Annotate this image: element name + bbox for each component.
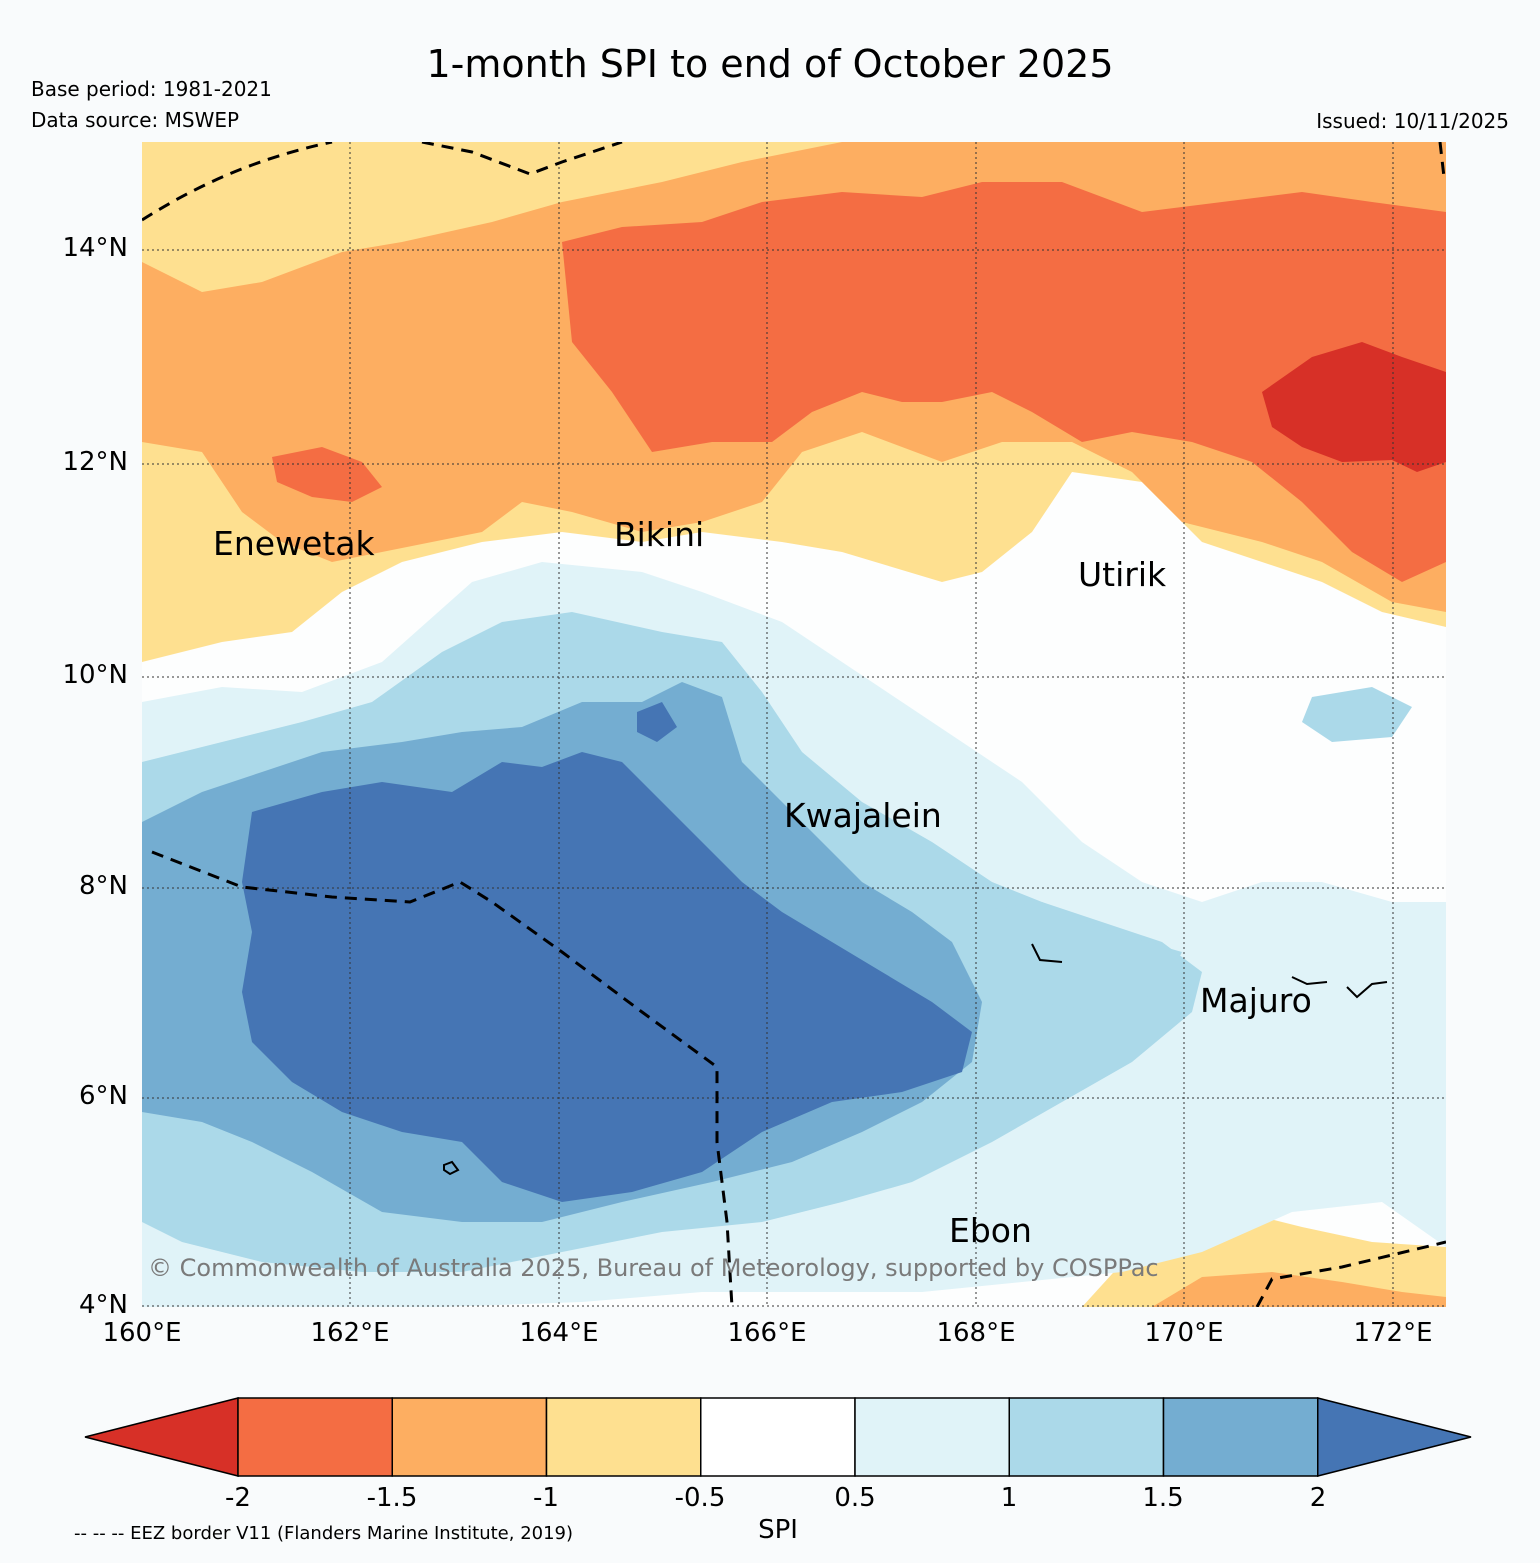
colorbar-segment bbox=[545, 1397, 702, 1477]
lon-label-160e: 160°E bbox=[102, 1318, 182, 1348]
lon-label-164e: 164°E bbox=[519, 1318, 599, 1348]
spi-map bbox=[142, 142, 1446, 1307]
lon-label-162e: 162°E bbox=[310, 1318, 390, 1348]
lon-label-172e: 172°E bbox=[1353, 1318, 1433, 1348]
dry-severe-west bbox=[272, 447, 382, 502]
lat-label-14n: 14°N bbox=[62, 233, 128, 263]
wet-moderate-east bbox=[972, 902, 1182, 1012]
colorbar bbox=[84, 1397, 1472, 1477]
colorbar-tick: 2 bbox=[1309, 1483, 1327, 1513]
dry-severe-region bbox=[562, 182, 1446, 582]
colorbar-tick: -2 bbox=[225, 1483, 251, 1513]
dry-south-patch-2 bbox=[1152, 1272, 1446, 1307]
place-kwajalein: Kwajalein bbox=[784, 796, 942, 835]
wet-patch-kwaj bbox=[637, 702, 677, 742]
map-title: 1-month SPI to end of October 2025 bbox=[426, 42, 1114, 86]
wet-extreme-region bbox=[242, 752, 972, 1202]
lat-label-8n: 8°N bbox=[79, 871, 128, 901]
place-enewetak: Enewetak bbox=[213, 524, 375, 563]
colorbar-extend-max bbox=[1317, 1397, 1472, 1477]
colorbar-tick: -1 bbox=[533, 1483, 559, 1513]
colorbar-segment bbox=[391, 1397, 548, 1477]
copyright-notice: © Commonwealth of Australia 2025, Bureau… bbox=[148, 1254, 1159, 1282]
issued-date: Issued: 10/11/2025 bbox=[1316, 109, 1509, 133]
island-outlines bbox=[443, 943, 1388, 1176]
eez-border bbox=[142, 142, 1446, 1307]
lon-label-166e: 166°E bbox=[727, 1318, 807, 1348]
colorbar-extend-min bbox=[84, 1397, 239, 1477]
place-bikini: Bikini bbox=[614, 515, 705, 554]
lon-label-168e: 168°E bbox=[936, 1318, 1016, 1348]
colorbar-segment bbox=[700, 1397, 856, 1477]
dry-extreme-region bbox=[1262, 342, 1446, 472]
data-source: Data source: MSWEP bbox=[31, 108, 240, 132]
colorbar-segment bbox=[854, 1397, 1010, 1477]
colorbar-segment bbox=[237, 1397, 393, 1477]
base-period: Base period: 1981-2021 bbox=[31, 77, 272, 101]
colorbar-tick: 0.5 bbox=[834, 1483, 876, 1513]
lat-label-6n: 6°N bbox=[79, 1081, 128, 1111]
colorbar-label: SPI bbox=[758, 1515, 798, 1545]
lat-label-10n: 10°N bbox=[62, 660, 128, 690]
colorbar-segment bbox=[1162, 1397, 1319, 1477]
lon-label-170e: 170°E bbox=[1144, 1318, 1224, 1348]
spi-contour-layer bbox=[142, 142, 1446, 1307]
lat-label-12n: 12°N bbox=[62, 447, 128, 477]
lat-label-4n: 4°N bbox=[79, 1290, 128, 1320]
colorbar-segment bbox=[1008, 1397, 1165, 1477]
colorbar-tick: -1.5 bbox=[366, 1483, 418, 1513]
place-ebon: Ebon bbox=[949, 1211, 1032, 1250]
graticule bbox=[142, 142, 1446, 1307]
wet-moderate-ne bbox=[1302, 687, 1412, 742]
colorbar-tick: -0.5 bbox=[674, 1483, 726, 1513]
colorbar-tick: 1.5 bbox=[1142, 1483, 1184, 1513]
place-utirik: Utirik bbox=[1078, 555, 1167, 594]
colorbar-tick: 1 bbox=[1000, 1483, 1018, 1513]
place-majuro: Majuro bbox=[1200, 981, 1312, 1020]
eez-legend-note: -- -- -- EEZ border V11 (Flanders Marine… bbox=[74, 1523, 574, 1544]
